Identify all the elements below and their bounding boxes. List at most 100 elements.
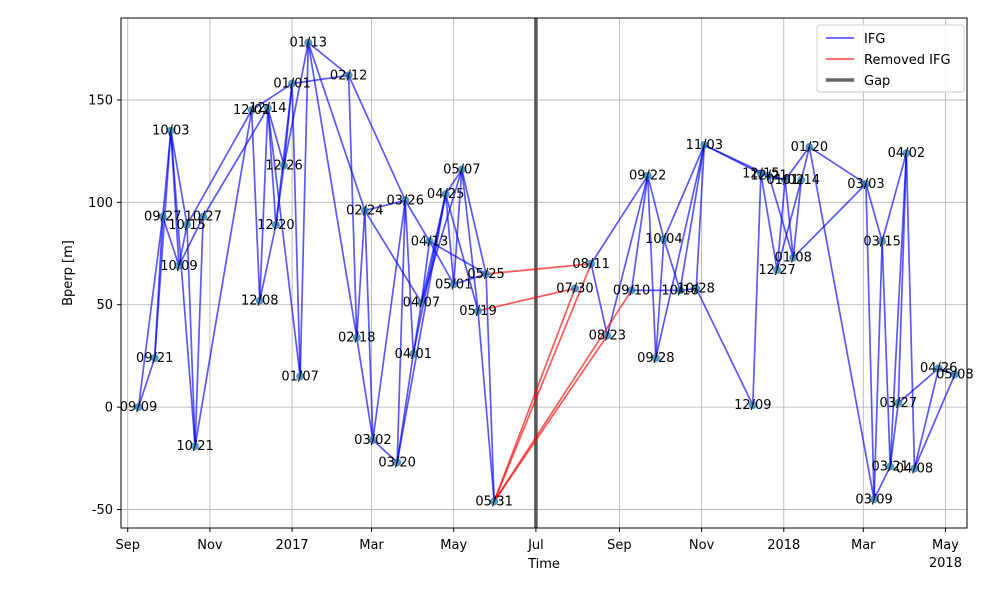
date-label: 12/09 — [734, 398, 771, 413]
acquisition-point — [280, 161, 289, 170]
x-tick-label: Mar — [851, 538, 876, 553]
ifg-edge — [258, 108, 269, 301]
ifg-edge — [776, 179, 786, 271]
ifg-edge — [654, 239, 665, 359]
legend-label-removed: Removed IFG — [864, 53, 951, 68]
ifg-edge — [169, 130, 196, 447]
x-tick-label: Nov — [197, 538, 223, 553]
date-label: 01/01 — [273, 77, 310, 92]
ifg-edge — [784, 179, 795, 258]
ifg-edges — [137, 41, 956, 502]
y-tick-label: -50 — [92, 503, 113, 518]
date-label: 11/03 — [686, 138, 723, 153]
x-tick-label: 2018 — [767, 538, 800, 553]
ifg-edge — [364, 199, 406, 212]
ifg-edge — [153, 130, 172, 359]
removed-ifg-edges — [477, 262, 633, 502]
ifg-edge — [881, 152, 908, 242]
date-label: 01/13 — [290, 36, 327, 51]
ifg-edge — [355, 210, 366, 338]
ifg-edge — [283, 42, 310, 166]
date-label: 05/31 — [475, 494, 512, 509]
date-label: 12/27 — [758, 263, 795, 278]
x-tick-label: May — [440, 538, 467, 553]
date-label: 02/12 — [330, 68, 367, 83]
ifg-edge — [428, 240, 455, 285]
ifg-edge — [905, 153, 916, 469]
date-label: 09/10 — [613, 283, 650, 298]
acquisition-point — [344, 71, 353, 80]
ifg-edge — [897, 367, 940, 404]
date-label: 04/26 — [920, 361, 957, 376]
date-label: 01/20 — [791, 140, 828, 155]
ifg-edge — [186, 109, 253, 226]
ifg-edge — [485, 273, 496, 502]
date-label: 01/07 — [281, 369, 318, 384]
acquisition-point — [457, 165, 466, 174]
ifg-edge — [170, 130, 188, 226]
acquisition-point — [797, 175, 806, 184]
acquisition-point — [263, 104, 272, 113]
date-label: 02/18 — [338, 331, 375, 346]
date-label: 10/28 — [677, 281, 714, 296]
ifg-edge — [453, 273, 487, 286]
acquisition-point — [700, 140, 709, 149]
x-axis-label: Time — [527, 557, 560, 572]
date-label: 10/27 — [184, 210, 221, 225]
acquisition-point — [781, 175, 790, 184]
ifg-edge — [299, 42, 310, 377]
y-axis-label: Bperp [m] — [61, 240, 76, 306]
removed-ifg-edge — [493, 288, 576, 502]
date-label: 04/02 — [888, 146, 925, 161]
acquisition-point — [473, 306, 482, 315]
acquisition-point — [191, 442, 200, 451]
x-tick-label: Sep — [115, 538, 140, 553]
ifg-edge — [865, 183, 883, 242]
date-label: 04/25 — [427, 187, 464, 202]
acquisition-point — [417, 298, 426, 307]
ifg-edge — [178, 216, 204, 267]
acquisition-point — [352, 333, 361, 342]
ifg-edge — [363, 210, 374, 440]
date-label: 12/15 — [742, 167, 779, 182]
ifg-edge — [283, 83, 293, 166]
ifg-edge — [355, 337, 374, 441]
acquisition-point — [166, 126, 175, 135]
acquisition-point — [910, 464, 919, 473]
date-label: 10/21 — [176, 439, 213, 454]
y-tick-label: 50 — [96, 298, 113, 313]
acquisition-point — [296, 372, 305, 381]
ifg-edge — [889, 153, 908, 467]
date-label: 05/01 — [435, 277, 472, 292]
date-label: 09/22 — [629, 169, 666, 184]
acquisition-points — [134, 38, 959, 506]
ifg-edge — [865, 183, 875, 500]
ifg-edge — [808, 146, 875, 500]
ifg-edge — [420, 169, 463, 303]
ifg-edge — [307, 42, 366, 211]
ifg-edge — [808, 146, 867, 185]
date-label: 07/30 — [556, 281, 593, 296]
ifg-edge — [251, 82, 293, 111]
date-label: 12/02 — [233, 103, 270, 118]
ifg-edge — [630, 175, 649, 291]
ifg-edge — [372, 439, 398, 464]
ifg-edge — [590, 263, 609, 336]
acquisition-point — [805, 143, 814, 152]
ifg-edge — [897, 153, 908, 404]
ifg-edge — [258, 224, 277, 301]
ifg-edge — [444, 193, 479, 312]
ifg-edge — [307, 41, 350, 77]
date-label: 09/09 — [120, 400, 157, 415]
date-label: 12/08 — [241, 294, 278, 309]
ifg-edge — [404, 199, 431, 242]
acquisition-point — [659, 235, 668, 244]
date-label: 04/08 — [896, 462, 933, 477]
axes: Sep Nov 2017 Mar May Jul Sep Nov 2018 Mar May 2018 -… — [88, 93, 962, 571]
x-tick-label: Nov — [689, 538, 715, 553]
date-label: 10/03 — [152, 124, 189, 139]
y-tick-label: 0 — [105, 401, 113, 416]
date-label: 05/07 — [443, 163, 480, 178]
ifg-edge — [266, 108, 277, 225]
acquisition-point — [409, 349, 418, 358]
